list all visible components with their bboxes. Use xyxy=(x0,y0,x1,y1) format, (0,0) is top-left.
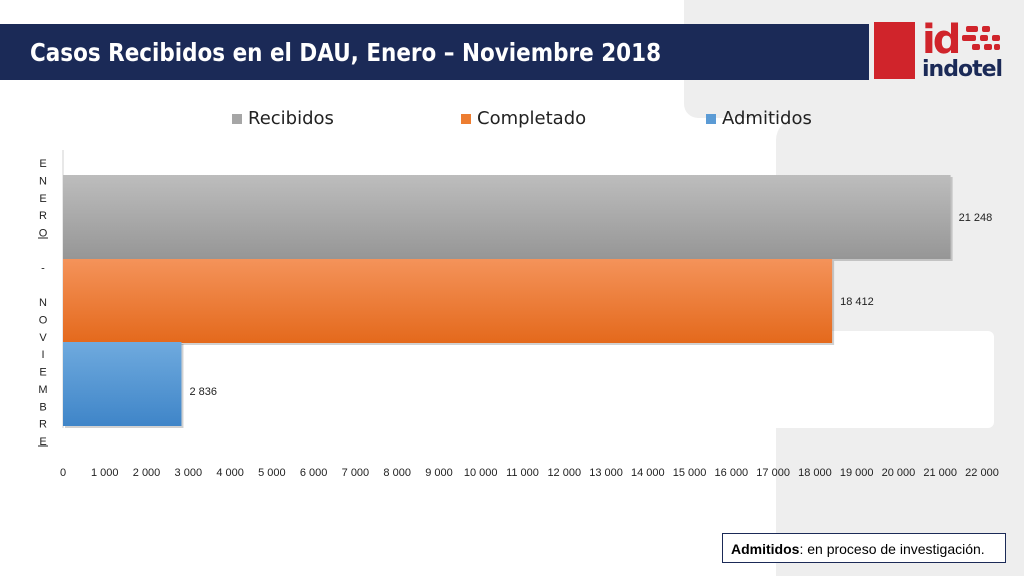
x-tick-label: 12 000 xyxy=(547,467,581,479)
category-label-char: N xyxy=(39,175,47,187)
x-tick-label: 10 000 xyxy=(464,467,498,479)
x-tick-label: 3 000 xyxy=(175,467,203,479)
bar-completado xyxy=(63,259,833,343)
page-title: Casos Recibidos en el DAU, Enero – Novie… xyxy=(30,38,662,67)
category-label-char: M xyxy=(38,384,47,396)
data-label-recibidos: 21 248 xyxy=(959,212,993,224)
category-label-char: B xyxy=(39,401,46,413)
logo-grid-icon xyxy=(962,26,1002,52)
x-tick-label: 13 000 xyxy=(589,467,623,479)
bar-recibidos xyxy=(63,175,951,259)
x-tick-label: 17 000 xyxy=(756,467,790,479)
logo-mark: id xyxy=(922,17,961,63)
legend-swatch-admitidos xyxy=(706,113,716,124)
category-label-char: R xyxy=(39,210,47,222)
x-tick-label: 6 000 xyxy=(300,467,328,479)
x-tick-label: 8 000 xyxy=(383,467,411,479)
x-tick-label: 1 000 xyxy=(91,467,119,479)
legend-label-recibidos: Recibidos xyxy=(248,108,334,129)
data-label-admitidos: 2 836 xyxy=(189,386,217,398)
category-label-char: E xyxy=(39,193,46,205)
legend-swatch-recibidos xyxy=(232,113,242,124)
x-tick-label: 22 000 xyxy=(965,467,999,479)
logo-wordmark: indotel xyxy=(922,57,1003,82)
title-bar: Casos Recibidos en el DAU, Enero – Novie… xyxy=(0,24,869,80)
x-tick-label: 4 000 xyxy=(216,467,244,479)
logo-red-block xyxy=(874,22,915,79)
legend-label-completado: Completado xyxy=(477,108,587,129)
x-tick-label: 2 000 xyxy=(133,467,161,479)
x-tick-label: 14 000 xyxy=(631,467,665,479)
background-white-box xyxy=(726,331,994,428)
note-bold: Admitidos xyxy=(731,541,800,557)
legend-swatch-completado xyxy=(461,113,471,124)
note-text: : en proceso de investigación. xyxy=(799,541,985,557)
bar-admitidos xyxy=(63,342,182,426)
category-label-char: E xyxy=(39,436,46,448)
x-tick-label: 9 000 xyxy=(425,467,453,479)
category-label-char: O xyxy=(39,314,48,326)
category-label-char: N xyxy=(39,297,47,309)
data-label-completado: 18 412 xyxy=(840,296,874,308)
legend-label-admitidos: Admitidos xyxy=(722,108,812,129)
x-tick-label: 0 xyxy=(60,467,66,479)
x-tick-label: 7 000 xyxy=(342,467,370,479)
legend-item-completado: Completado xyxy=(461,108,586,129)
category-label-char: E xyxy=(39,367,46,379)
x-tick-label: 5 000 xyxy=(258,467,286,479)
legend-item-admitidos: Admitidos xyxy=(706,108,812,129)
x-tick-label: 19 000 xyxy=(840,467,874,479)
x-tick-label: 21 000 xyxy=(923,467,957,479)
category-label-char: R xyxy=(39,419,47,431)
x-tick-label: 15 000 xyxy=(673,467,707,479)
x-tick-label: 16 000 xyxy=(715,467,749,479)
category-label-char: E xyxy=(39,158,46,170)
x-tick-label: 18 000 xyxy=(798,467,832,479)
category-label-char: - xyxy=(41,262,45,274)
x-tick-label: 11 000 xyxy=(506,467,539,479)
legend-item-recibidos: Recibidos xyxy=(232,108,334,129)
x-tick-label: 20 000 xyxy=(882,467,916,479)
category-label-char: V xyxy=(39,332,47,344)
category-label-char: O xyxy=(39,228,48,240)
category-label-char: I xyxy=(41,349,44,361)
note-box: Admitidos: en proceso de investigación. xyxy=(722,533,1006,563)
